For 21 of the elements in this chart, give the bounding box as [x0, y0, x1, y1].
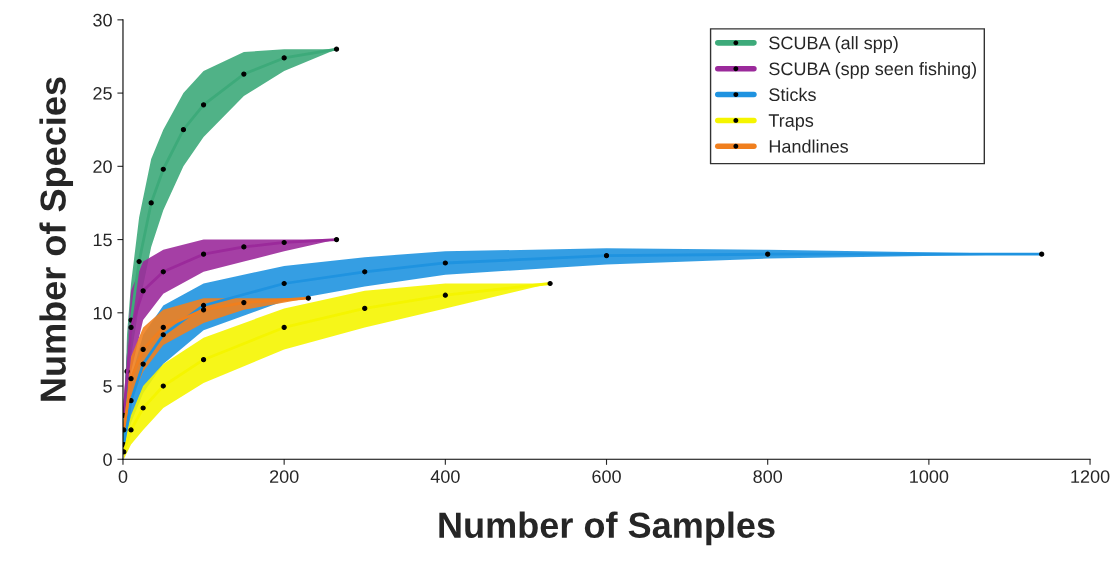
y-tick-label: 25 — [93, 87, 112, 100]
y-axis-title: Number of Species — [39, 77, 74, 401]
x-axis-title: Number of Samples — [439, 511, 775, 546]
y-tick-label: 5 — [103, 380, 112, 393]
legend-label: SCUBA (all spp) — [769, 36, 898, 53]
x-tick-label: 0 — [118, 470, 128, 483]
legend-label: Traps — [768, 114, 814, 131]
y-tick-label: 0 — [103, 453, 112, 466]
x-tick-label: 1200 — [1071, 470, 1110, 483]
y-tick-label: 10 — [93, 306, 112, 320]
legend-label: Sticks — [769, 87, 816, 102]
legend-label: Handlines — [769, 139, 848, 153]
y-tick-label: 30 — [93, 13, 112, 27]
x-tick-label: 600 — [592, 470, 621, 483]
x-tick-label: 400 — [430, 470, 460, 483]
y-tick-label: 20 — [93, 160, 112, 174]
x-tick-label: 1000 — [910, 470, 949, 483]
legend-label: SCUBA (spp seen fishing) — [769, 61, 976, 79]
x-tick-label: 200 — [270, 470, 299, 483]
x-tick-label: 800 — [753, 470, 783, 483]
y-tick-label: 15 — [93, 233, 112, 247]
